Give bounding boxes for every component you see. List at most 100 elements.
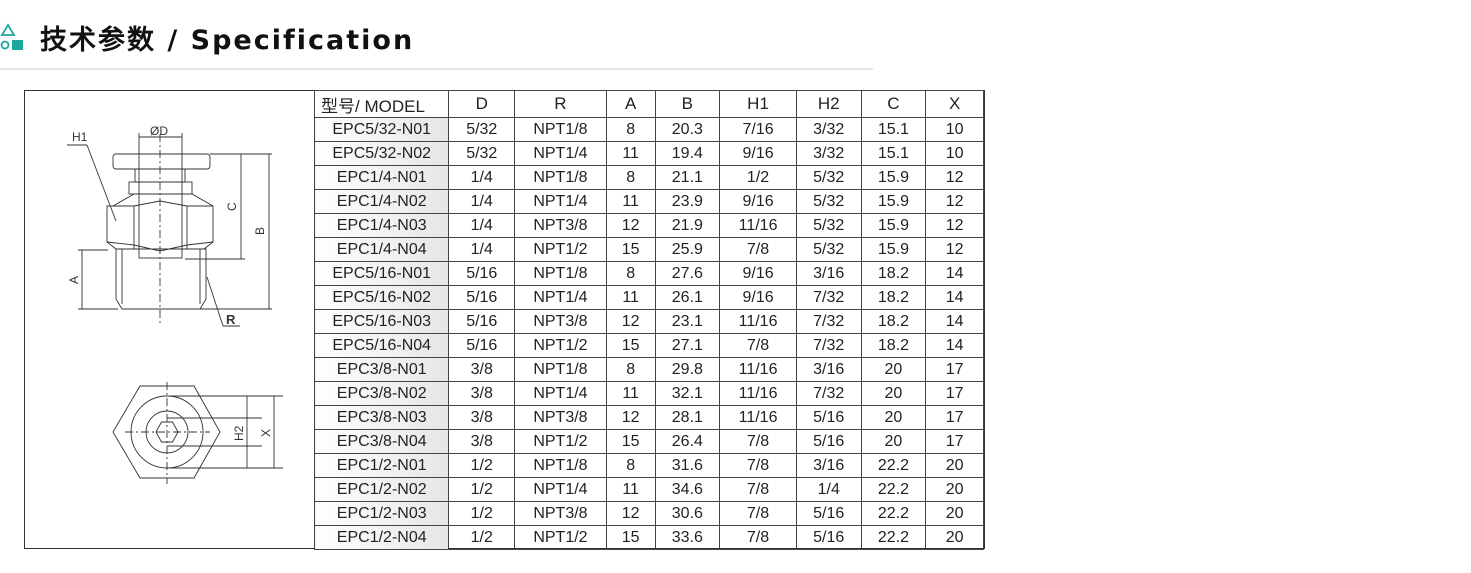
value-cell: 7/8 [719,477,797,502]
value-cell: 3/8 [448,381,516,406]
label-c: C [225,202,239,211]
label-h2: H2 [232,425,246,441]
value-cell: 11/16 [719,381,797,406]
value-cell: 15 [605,237,656,262]
value-cell: NPT1/4 [514,477,607,502]
value-cell: 20.3 [654,117,721,142]
value-cell: 1/2 [448,477,516,502]
value-cell: 12 [925,189,984,214]
value-cell: 11 [605,189,656,214]
table-row: EPC1/2-N03 1/2 NPT3/8 12 30.6 7/8 5/16 22.2 20 [313,501,984,526]
table-row: EPC5/16-N04 5/16 NPT1/2 15 27.1 7/8 7/32 18.2 14 [313,333,984,358]
value-cell: 17 [925,381,984,406]
value-cell: NPT1/4 [514,285,607,310]
value-cell: 8 [605,357,656,382]
value-cell: 7/8 [719,501,797,526]
model-cell: EPC1/4-N02 [313,189,450,214]
value-cell: 22.2 [860,525,927,550]
value-cell: 18.2 [860,285,927,310]
value-cell: 7/32 [795,381,862,406]
model-cell: EPC5/32-N01 [313,117,450,142]
value-cell: NPT1/4 [514,141,607,166]
value-cell: 19.4 [654,141,721,166]
value-cell: 11/16 [719,357,797,382]
value-cell: 11/16 [719,405,797,430]
value-cell: 1/2 [719,165,797,190]
col-r: R [514,90,607,118]
table-row: EPC3/8-N02 3/8 NPT1/4 11 32.1 11/16 7/32 20 17 [313,381,984,406]
value-cell: 3/32 [795,141,862,166]
value-cell: NPT1/4 [514,189,607,214]
value-cell: 1/2 [448,525,516,550]
table-row: EPC1/4-N03 1/4 NPT3/8 12 21.9 11/16 5/32 15.9 12 [313,213,984,238]
value-cell: 12 [925,165,984,190]
value-cell: 18.2 [860,309,927,334]
shapes-icon [0,23,23,50]
table-row: EPC3/8-N04 3/8 NPT1/2 15 26.4 7/8 5/16 20 17 [313,429,984,454]
value-cell: 11 [605,477,656,502]
value-cell: 5/32 [795,213,862,238]
value-cell: 29.8 [654,357,721,382]
col-h1: H1 [719,90,797,118]
value-cell: NPT3/8 [514,501,607,526]
value-cell: 5/32 [795,165,862,190]
value-cell: 7/8 [719,525,797,550]
value-cell: 26.4 [654,429,721,454]
value-cell: 9/16 [719,189,797,214]
value-cell: 14 [925,261,984,286]
value-cell: 9/16 [719,141,797,166]
value-cell: 22.2 [860,501,927,526]
label-h1: H1 [72,130,88,144]
value-cell: 31.6 [654,453,721,478]
value-cell: NPT3/8 [514,213,607,238]
value-cell: 5/16 [795,405,862,430]
value-cell: 27.6 [654,261,721,286]
value-cell: 5/32 [795,237,862,262]
table-row: EPC1/4-N01 1/4 NPT1/8 8 21.1 1/2 5/32 15.9 12 [313,165,984,190]
value-cell: 12 [925,213,984,238]
table-row: EPC1/2-N04 1/2 NPT1/2 15 33.6 7/8 5/16 22.2 20 [313,525,984,550]
value-cell: 5/32 [795,189,862,214]
value-cell: 15 [605,429,656,454]
section-header: 技术参数 / Specification [0,14,414,60]
value-cell: 15.9 [860,213,927,238]
value-cell: NPT1/8 [514,357,607,382]
value-cell: 15.9 [860,165,927,190]
value-cell: 8 [605,453,656,478]
value-cell: 1/2 [448,453,516,478]
value-cell: 3/8 [448,429,516,454]
value-cell: 7/32 [795,333,862,358]
value-cell: 22.2 [860,477,927,502]
value-cell: 23.9 [654,189,721,214]
value-cell: 15 [605,525,656,550]
page-title: 技术参数 / Specification [40,24,415,56]
col-b: B [654,90,721,118]
value-cell: 18.2 [860,261,927,286]
value-cell: 15.9 [860,189,927,214]
value-cell: 15.9 [860,237,927,262]
model-cell: EPC3/8-N02 [313,381,450,406]
model-cell: EPC1/2-N01 [313,453,450,478]
value-cell: 3/16 [795,357,862,382]
value-cell: NPT1/2 [514,525,607,550]
value-cell: 5/16 [448,285,516,310]
value-cell: 22.2 [860,453,927,478]
value-cell: 3/16 [795,261,862,286]
col-x: X [925,90,984,118]
value-cell: 5/32 [448,141,516,166]
value-cell: 3/8 [448,357,516,382]
value-cell: 1/4 [448,237,516,262]
value-cell: 34.6 [654,477,721,502]
value-cell: 28.1 [654,405,721,430]
label-d: ØD [150,124,168,138]
value-cell: 1/4 [448,213,516,238]
value-cell: 20 [860,405,927,430]
value-cell: 11 [605,381,656,406]
value-cell: 5/16 [448,309,516,334]
value-cell: 25.9 [654,237,721,262]
label-a: A [67,276,81,284]
model-cell: EPC1/4-N01 [313,165,450,190]
table-row: EPC1/2-N01 1/2 NPT1/8 8 31.6 7/8 3/16 22.2 20 [313,453,984,478]
value-cell: 26.1 [654,285,721,310]
model-cell: EPC5/16-N03 [313,309,450,334]
